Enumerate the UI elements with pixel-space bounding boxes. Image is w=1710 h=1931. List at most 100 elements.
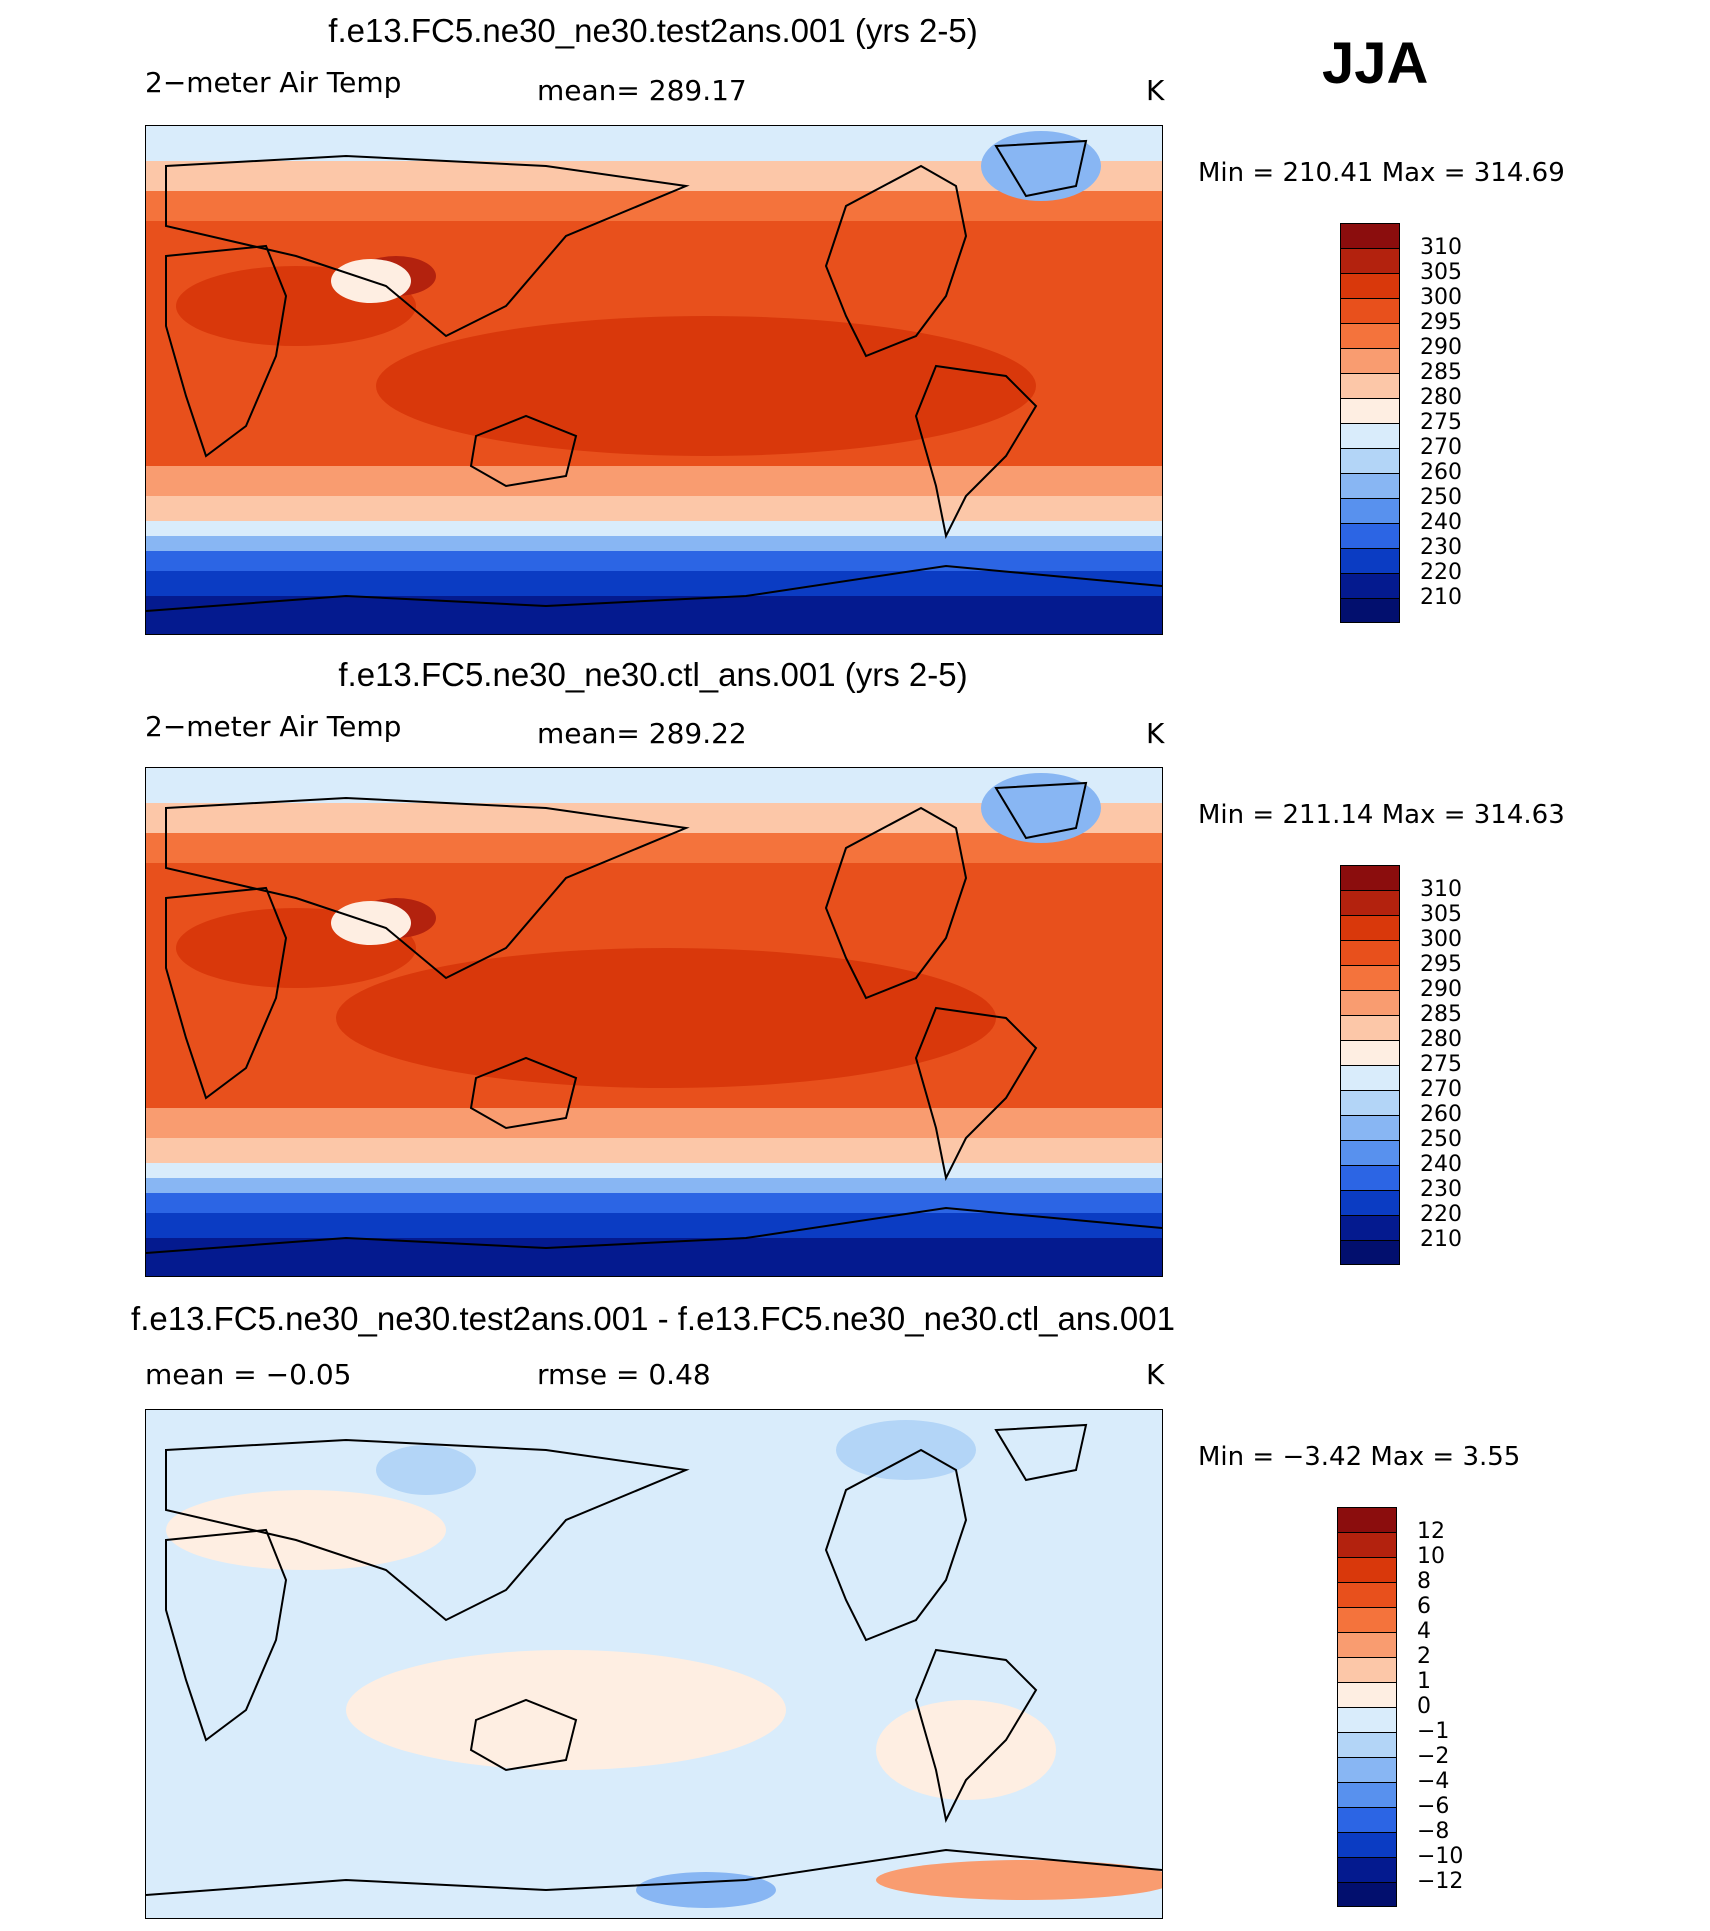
weddell-warm (876, 1860, 1162, 1900)
colorbar-swatch (1340, 1115, 1400, 1140)
colorbar-tick-label: 250 (1420, 485, 1462, 510)
colorbar-swatch (1337, 1732, 1397, 1757)
colorbar-tick-label: 290 (1420, 335, 1462, 360)
colorbar-swatch (1340, 348, 1400, 373)
colorbar-swatch (1340, 990, 1400, 1015)
colorbar-swatch (1337, 1707, 1397, 1732)
colorbar-swatch (1340, 498, 1400, 523)
colorbar-tick-label: 6 (1417, 1594, 1431, 1619)
colorbar-swatch (1337, 1557, 1397, 1582)
colorbar-swatch (1340, 398, 1400, 423)
south-america-outline (914, 1006, 1038, 1182)
eurasia-outline (165, 154, 690, 338)
panel2-map-svg (146, 768, 1162, 1276)
colorbar-tick-label: 260 (1420, 1102, 1462, 1127)
warm-patch-3 (876, 1700, 1056, 1800)
colorbar-tick-label: −12 (1417, 1869, 1464, 1894)
south-cold-band-3 (146, 551, 1162, 571)
africa-outline (165, 886, 288, 1100)
colorbar-swatch (1340, 598, 1400, 623)
colorbar-swatch (1340, 965, 1400, 990)
australia-outline (469, 414, 578, 488)
warm-patch-2 (346, 1650, 786, 1770)
colorbar-swatch (1340, 865, 1400, 890)
south-cold-band-1 (146, 1163, 1162, 1178)
australia-outline (469, 1056, 578, 1130)
panel1-map-svg (146, 126, 1162, 634)
colorbar-swatch (1340, 1215, 1400, 1240)
north-america-outline (824, 1448, 968, 1642)
colorbar-swatch (1340, 448, 1400, 473)
antarctica-band (146, 1238, 1162, 1276)
panel2-mean: mean= 289.22 (537, 717, 747, 750)
colorbar-tick-label: −4 (1417, 1769, 1450, 1794)
colorbar-swatch (1337, 1532, 1397, 1557)
colorbar-tick-label: 12 (1417, 1519, 1445, 1544)
colorbar-tick-label: 280 (1420, 1027, 1462, 1052)
colorbar-swatch (1337, 1632, 1397, 1657)
panel1-minmax: Min = 210.41 Max = 314.69 (1198, 158, 1565, 188)
colorbar-tick-label: 300 (1420, 927, 1462, 952)
colorbar-tick-label: −6 (1417, 1794, 1450, 1819)
north-america-outline (824, 806, 968, 1000)
north-mid-band (146, 833, 1162, 863)
colorbar-swatch (1340, 273, 1400, 298)
colorbar-tick-label: 250 (1420, 1127, 1462, 1152)
colorbar-swatch (1340, 1090, 1400, 1115)
colorbar-tick-label: 300 (1420, 285, 1462, 310)
colorbar-swatch (1337, 1682, 1397, 1707)
north-mid-band (146, 191, 1162, 221)
colorbar-tick-label: −8 (1417, 1819, 1450, 1844)
colorbar-swatch (1340, 373, 1400, 398)
colorbar-swatch (1337, 1657, 1397, 1682)
colorbar-swatch (1340, 573, 1400, 598)
south-cold-band-4 (146, 1213, 1162, 1238)
colorbar-tick-label: 310 (1420, 235, 1462, 260)
colorbar-swatch (1340, 915, 1400, 940)
greenland-outline (994, 1423, 1088, 1482)
south-cold-band-4 (146, 571, 1162, 596)
colorbar-tick-label: 2 (1417, 1644, 1431, 1669)
eurasia-outline (165, 1438, 690, 1622)
panel2-map (145, 767, 1163, 1277)
colorbar-tick-label: 220 (1420, 560, 1462, 585)
colorbar-swatch (1337, 1582, 1397, 1607)
warm-pool (376, 316, 1036, 456)
colorbar-swatch (1340, 1140, 1400, 1165)
colorbar-tick-label: −10 (1417, 1844, 1464, 1869)
colorbar-tick-label: 305 (1420, 260, 1462, 285)
panel1-mean: mean= 289.17 (537, 74, 747, 107)
colorbar-tick-label: 240 (1420, 510, 1462, 535)
colorbar-tick-label: 0 (1417, 1694, 1431, 1719)
colorbar-tick-label: 220 (1420, 1202, 1462, 1227)
colorbar-swatch (1337, 1882, 1397, 1907)
colorbar-swatch (1340, 248, 1400, 273)
panel3-mean: mean = −0.05 (145, 1358, 352, 1391)
colorbar-tick-label: 1 (1417, 1669, 1431, 1694)
canada-cold (836, 1420, 976, 1480)
colorbar-swatch (1340, 1015, 1400, 1040)
antarctica-band (146, 596, 1162, 634)
colorbar-tick-label: 305 (1420, 902, 1462, 927)
south-cold-band-2 (146, 1178, 1162, 1193)
south-america-outline (914, 1648, 1038, 1824)
africa-outline (165, 1528, 288, 1742)
colorbar-swatch (1340, 423, 1400, 448)
colorbar-swatch (1340, 548, 1400, 573)
panel3-colorbar: 12 10 8 6 4 2 1 0 −1 −2 −4 −6 −8 −10 −12 (1337, 1507, 1477, 1909)
season-label: JJA (1322, 31, 1429, 96)
colorbar-swatch (1340, 1040, 1400, 1065)
south-cold-band-1 (146, 521, 1162, 536)
greenland-outline (994, 139, 1088, 198)
colorbar-swatch (1340, 940, 1400, 965)
colorbar-tick-label: 285 (1420, 1002, 1462, 1027)
colorbar-swatch (1340, 323, 1400, 348)
panel3-title: f.e13.FC5.ne30_ne30.test2ans.001 - f.e13… (131, 1300, 1175, 1337)
panel2-colorbar: 310 305 300 295 290 285 280 275 270 260 250 240 230 2… (1340, 865, 1480, 1267)
colorbar-tick-label: 230 (1420, 1177, 1462, 1202)
colorbar-swatch (1337, 1782, 1397, 1807)
colorbar-tick-label: 8 (1417, 1569, 1431, 1594)
eurasia-outline (165, 796, 690, 980)
panel1-units: K (1146, 74, 1165, 107)
colorbar-swatch (1340, 1065, 1400, 1090)
